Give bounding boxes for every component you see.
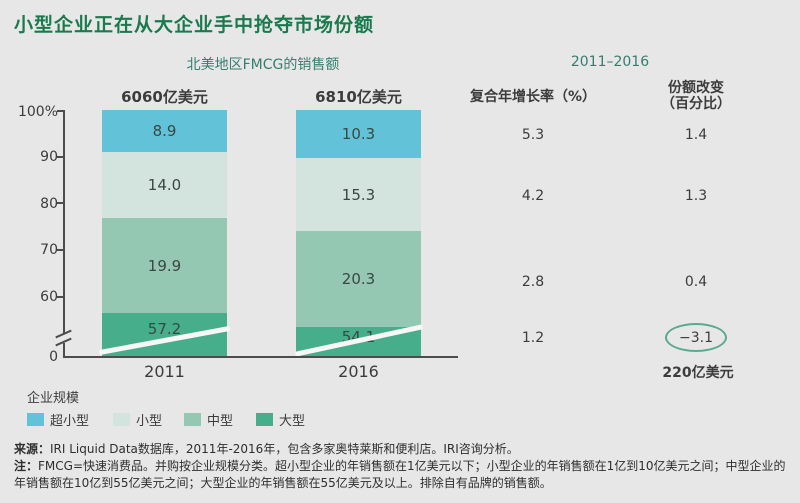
tick-mark-70 — [57, 249, 63, 251]
share-change-header-line2: （百分比） — [661, 96, 731, 112]
legend-swatch-small — [113, 413, 130, 426]
tick-mark-100 — [57, 110, 63, 112]
legend-swatch-medium — [184, 413, 201, 426]
legend-label-ultra-small: 超小型 — [50, 414, 90, 429]
cagr-ultra-small: 5.3 — [521, 127, 545, 143]
y-tick-80: 80 — [40, 196, 58, 212]
note-line: 注：FMCG=快速消费品。并购按企业规模分类。超小型企业的年销售额在1亿美元以下… — [14, 458, 792, 492]
cagr-column-header: 复合年增长率（%） — [469, 89, 597, 105]
delta-amount-note: 220亿美元 — [662, 365, 734, 381]
cagr-small: 4.2 — [521, 188, 545, 204]
bar-2016-segment-medium: 20.3 — [296, 231, 421, 327]
y-tick-90: 90 — [40, 149, 58, 165]
share-change-ultra-small: 1.4 — [684, 127, 708, 143]
y-tick-100: 100% — [17, 104, 58, 120]
bar-2011-segment-small: 14.0 — [102, 152, 227, 218]
tick-mark-90 — [57, 156, 63, 158]
share-change-column-header: 份额改变 （百分比） — [636, 80, 756, 112]
bar-2016-segment-small: 15.3 — [296, 158, 421, 231]
period-header: 2011–2016 — [570, 54, 650, 70]
cagr-large: 1.2 — [521, 330, 545, 346]
x-label-2011: 2011 — [144, 362, 185, 381]
cagr-medium: 2.8 — [521, 274, 545, 290]
source-line: 来源：IRI Liquid Data数据库，2011年-2016年，包含多家奥特… — [14, 441, 792, 458]
footer-notes: 来源：IRI Liquid Data数据库，2011年-2016年，包含多家奥特… — [14, 441, 792, 492]
y-axis-break-gap — [60, 334, 68, 343]
legend-item-medium: 中型 — [184, 410, 233, 429]
bar-2011-segment-medium: 19.9 — [102, 218, 227, 313]
x-label-2016: 2016 — [338, 362, 379, 381]
share-change-large-circled: −3.1 — [665, 323, 727, 352]
source-prefix: 来源： — [14, 442, 51, 456]
bar-2011-segment-ultra-small: 8.9 — [102, 110, 227, 152]
page-title: 小型企业正在从大企业手中抢夺市场份额 — [14, 14, 375, 36]
chart-subtitle: 北美地区FMCG的销售额 — [186, 57, 340, 73]
legend-label-small: 小型 — [136, 414, 163, 429]
bar-2011-segment-large: 57.2 — [102, 313, 227, 358]
source-text: IRI Liquid Data数据库，2011年-2016年，包含多家奥特莱斯和… — [50, 442, 519, 456]
share-change-large-value: −3.1 — [679, 329, 713, 346]
legend-swatch-ultra-small — [27, 413, 44, 426]
y-tick-60: 60 — [40, 289, 58, 305]
tick-mark-80 — [57, 202, 63, 204]
share-change-small: 1.3 — [684, 188, 708, 204]
legend-item-ultra-small: 超小型 — [27, 410, 89, 429]
legend-label-medium: 中型 — [207, 414, 234, 429]
y-tick-0: 0 — [49, 349, 58, 365]
y-axis — [63, 110, 65, 358]
bar-total-2016: 6810亿美元 — [315, 88, 402, 106]
x-axis — [63, 356, 458, 358]
tick-mark-60 — [57, 296, 63, 298]
bar-total-2011: 6060亿美元 — [121, 88, 208, 106]
share-change-header-line1: 份额改变 — [668, 80, 724, 96]
legend-label-large: 大型 — [279, 414, 306, 429]
y-tick-70: 70 — [40, 242, 58, 258]
legend-title: 企业规模 — [27, 391, 80, 406]
note-prefix: 注： — [14, 459, 39, 473]
legend-item-large: 大型 — [256, 410, 305, 429]
legend-item-small: 小型 — [113, 410, 162, 429]
bar-2016-segment-ultra-small: 10.3 — [296, 110, 421, 158]
legend-swatch-large — [256, 413, 273, 426]
bar-2011-large-value: 57.2 — [147, 320, 182, 338]
share-change-medium: 0.4 — [684, 274, 708, 290]
note-text: FMCG=快速消费品。并购按企业规模分类。超小型企业的年销售额在1亿美元以下；小… — [14, 459, 786, 490]
